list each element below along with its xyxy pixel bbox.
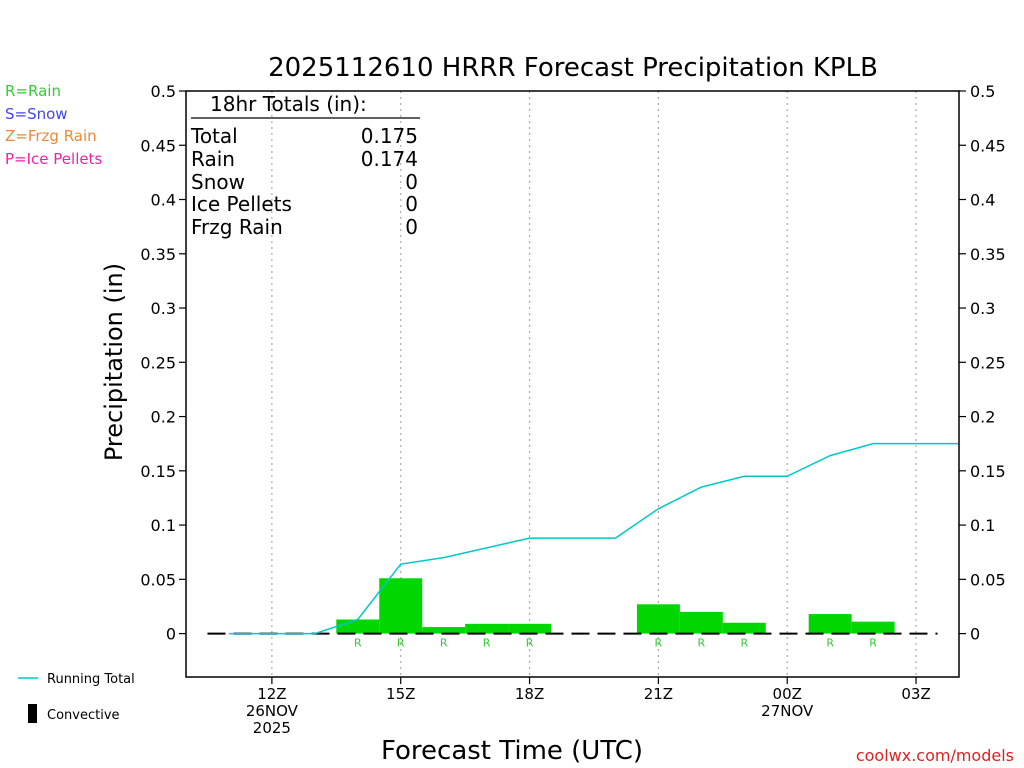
y-tick-label-right-0: 0 [970,625,980,644]
ptype-label-16: R [440,637,448,650]
y-tick-label-left-0: 0 [166,625,176,644]
ptype-label-25: R [826,637,834,650]
precip-bar-21 [636,604,680,634]
totals-box: 18hr Totals (in): Total 0.175 Rain 0.174… [190,92,420,239]
y-tick-label-right-9: 0.45 [970,136,1006,155]
ptype-label-14: R [354,637,362,650]
y-tick-label-left-2: 0.1 [151,516,176,535]
totals-value-snow: 0 [405,170,418,194]
x-tick-label-12-2: 2025 [253,719,291,737]
totals-name-frzg: Frzg Rain [191,215,283,239]
chart-title: 2025112610 HRRR Forecast Precipitation K… [268,53,878,83]
y-tick-label-right-2: 0.1 [970,516,995,535]
totals-value-total: 0.175 [361,124,418,148]
legend-convective: Convective [47,708,120,723]
y-tick-label-left-8: 0.4 [151,191,176,210]
x-tick-label-18-0: 18Z [515,685,544,703]
y-tick-label-right-4: 0.2 [970,408,995,427]
x-axis-label: Forecast Time (UTC) [381,736,643,766]
legend-snow: S=Snow [5,105,68,123]
x-tick-label-12-0: 12Z [257,685,286,703]
x-tick-label-24-0: 00Z [773,685,802,703]
precip-bar-23 [722,622,766,634]
axes: 0 00.05 0.050.1 0.10.15 0.150.2 0.20.25 0.250.… [140,82,1005,737]
legend-rain: R=Rain [5,82,61,100]
ptype-label-22: R [698,637,706,650]
x-tick-label-24-1: 27NOV [761,702,814,720]
ptype-label-26: R [869,637,877,650]
y-tick-label-right-8: 0.4 [970,191,995,210]
precip-bar-18 [508,623,552,634]
y-tick-label-left-6: 0.3 [151,299,176,318]
running-total-series [228,442,959,635]
totals-value-rain: 0.174 [361,147,418,171]
totals-header: 18hr Totals (in): [210,92,367,116]
y-tick-label-left-1: 0.05 [140,570,176,589]
totals-name-snow: Snow [191,170,245,194]
ptype-label-17: R [483,637,491,650]
plot-frame [185,90,960,678]
totals-name-rain: Rain [191,147,235,171]
y-tick-label-left-10: 0.5 [151,82,176,101]
totals-name-ice: Ice Pellets [191,192,292,216]
y-tick-label-right-1: 0.05 [970,570,1006,589]
precip-bar-15 [379,578,423,634]
ptype-label-15: R [397,637,405,650]
precip-bar-14 [336,619,380,634]
y-tick-label-right-10: 0.5 [970,82,995,101]
y-axis-label: Precipitation (in) [100,263,128,461]
x-tick-label-15-0: 15Z [386,685,415,703]
y-tick-label-right-3: 0.15 [970,462,1006,481]
running-total-line [228,442,959,635]
ptype-label-18: R [526,637,534,650]
precip-bar-16 [422,627,466,634]
ptype-label-23: R [740,637,748,650]
y-tick-label-left-9: 0.45 [140,136,176,155]
y-tick-label-left-3: 0.15 [140,462,176,481]
credit-text: coolwx.com/models [856,746,1014,765]
legend-frzg-rain: Z=Frzg Rain [5,127,97,145]
x-tick-label-21-0: 21Z [644,685,673,703]
x-tick-label-27-0: 03Z [901,685,930,703]
totals-value-frzg: 0 [405,215,418,239]
precip-bar-22 [679,611,723,634]
bar-series [207,578,938,635]
totals-value-ice: 0 [405,192,418,216]
legend-ice-pellets: P=Ice Pellets [5,150,102,168]
ptype-label-21: R [655,637,663,650]
legend-convective-swatch [28,704,37,723]
totals-name-total: Total [190,124,238,148]
y-tick-label-left-5: 0.25 [140,353,176,372]
y-tick-label-left-4: 0.2 [151,408,176,427]
precip-bar-25 [808,614,852,634]
x-tick-label-12-1: 26NOV [246,702,299,720]
legend-running-total: Running Total [47,672,135,687]
y-tick-label-right-6: 0.3 [970,299,995,318]
y-tick-label-right-5: 0.25 [970,353,1006,372]
grid-lines [271,91,917,677]
precip-bar-26 [851,621,895,634]
precip-bar-17 [465,623,509,634]
y-tick-label-left-7: 0.35 [140,245,176,264]
y-tick-label-right-7: 0.35 [970,245,1006,264]
